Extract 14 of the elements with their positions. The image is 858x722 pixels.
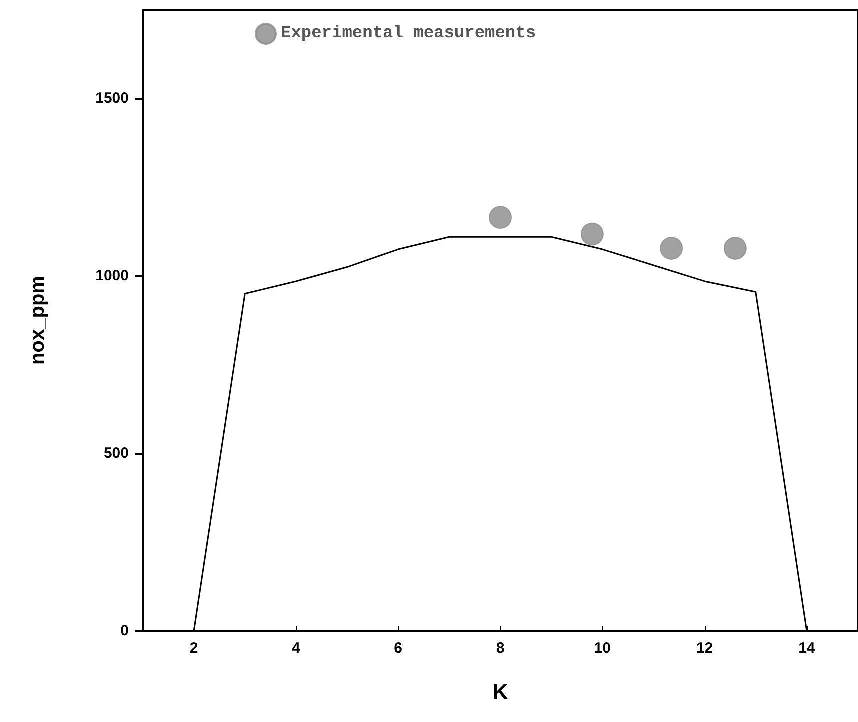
x-axis-title: K <box>492 680 509 704</box>
y-tick-label: 500 <box>104 445 129 462</box>
x-tick-label: 6 <box>394 640 403 657</box>
legend-label: Experimental measurements <box>281 24 536 44</box>
y-tick-label: 0 <box>120 622 129 640</box>
x-tick-label: 14 <box>798 640 816 657</box>
x-tick-label: 8 <box>496 640 505 657</box>
x-tick-label: 12 <box>696 640 714 657</box>
y-axis-title: nox_ppm <box>27 276 49 365</box>
y-tick-label: 1500 <box>96 90 129 108</box>
y-tick-label: 1000 <box>96 268 129 285</box>
x-tick-label: 2 <box>190 640 198 657</box>
x-tick-label: 4 <box>292 640 302 657</box>
x-tick-label: 10 <box>594 640 611 657</box>
